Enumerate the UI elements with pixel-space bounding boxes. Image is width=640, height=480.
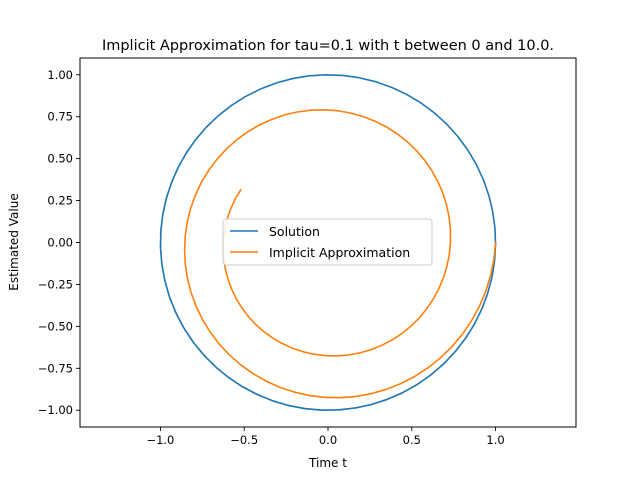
x-tick-label: 0.0 xyxy=(319,433,337,447)
y-tick-label: −1.00 xyxy=(38,403,73,417)
x-axis-label: Time t xyxy=(308,456,347,470)
y-tick-label: 0.50 xyxy=(47,152,73,166)
y-tick-label: 0.00 xyxy=(47,236,73,250)
legend: Solution Implicit Approximation xyxy=(222,218,433,266)
legend-frame xyxy=(222,218,433,266)
legend-label-implicit-approximation: Implicit Approximation xyxy=(269,245,410,260)
chart-title: Implicit Approximation for tau=0.1 with … xyxy=(102,38,554,54)
y-axis: −1.00 −0.75 −0.50 −0.25 0.00 0.25 0.50 0.75 1.00 xyxy=(38,68,80,417)
series-line-implicit-approximation xyxy=(183,109,497,399)
x-tick-label: −0.5 xyxy=(230,433,258,447)
x-tick-label: 1.0 xyxy=(486,433,504,447)
y-tick-label: 1.00 xyxy=(47,68,73,82)
y-tick-label: −0.75 xyxy=(38,361,73,375)
x-tick-label: 0.5 xyxy=(403,433,421,447)
x-axis: −1.0 −0.5 0.0 0.5 1.0 xyxy=(146,427,505,447)
y-tick-label: −0.50 xyxy=(38,319,73,333)
series-layer xyxy=(159,73,497,411)
x-tick-label: −1.0 xyxy=(146,433,174,447)
y-axis-label: Estimated Value xyxy=(7,193,21,290)
y-tick-label: −0.25 xyxy=(38,277,73,291)
series-line-solution xyxy=(159,73,497,411)
y-tick-label: 0.75 xyxy=(47,110,73,124)
legend-label-solution: Solution xyxy=(269,224,320,239)
y-tick-label: 0.25 xyxy=(47,194,73,208)
